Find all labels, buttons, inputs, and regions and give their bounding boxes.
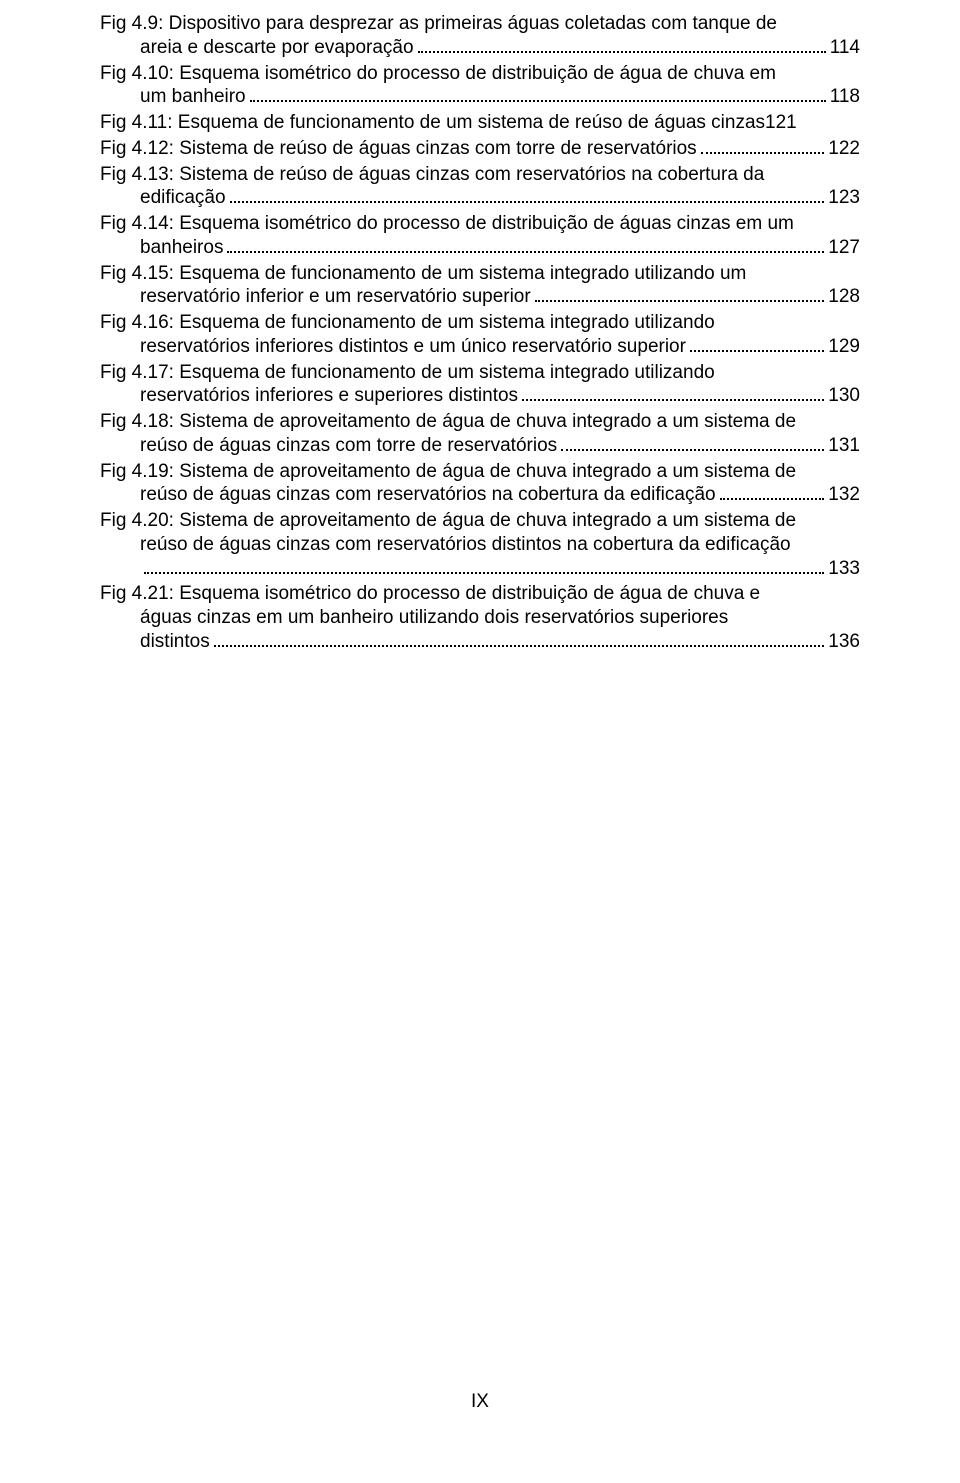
figure-entry-last-line: Fig 4.11: Esquema de funcionamento de um… xyxy=(100,111,860,135)
figure-entry: Fig 4.15: Esquema de funcionamento de um… xyxy=(100,262,860,310)
figure-entry-tail: Fig 4.11: Esquema de funcionamento de um… xyxy=(100,111,765,135)
figure-entry-page: 131 xyxy=(828,434,860,458)
figure-entry-page: 123 xyxy=(828,186,860,210)
figure-entry-last-line: banheiros 127 xyxy=(100,236,860,260)
figure-entry-last-line: edificação 123 xyxy=(100,186,860,210)
figure-entry-page: 127 xyxy=(828,236,860,260)
dot-leader xyxy=(720,485,825,500)
figure-entry: Fig 4.12: Sistema de reúso de águas cinz… xyxy=(100,137,860,161)
dot-leader xyxy=(561,435,824,450)
dot-leader xyxy=(690,336,824,351)
figure-entry-tail: reservatórios inferiores e superiores di… xyxy=(140,384,518,408)
figure-entry-line: Fig 4.16: Esquema de funcionamento de um… xyxy=(100,311,860,335)
list-of-figures: Fig 4.9: Dispositivo para desprezar as p… xyxy=(100,0,860,654)
figure-entry-line: Fig 4.19: Sistema de aproveitamento de á… xyxy=(100,460,860,484)
figure-entry-page: 129 xyxy=(828,335,860,359)
figure-entry-last-line: 133 xyxy=(100,557,860,581)
figure-entry-line: Fig 4.14: Esquema isométrico do processo… xyxy=(100,212,860,236)
figure-entry-line: Fig 4.10: Esquema isométrico do processo… xyxy=(100,62,860,86)
dot-leader xyxy=(144,558,824,573)
figure-entry-last-line: um banheiro 118 xyxy=(100,85,860,109)
dot-leader xyxy=(418,37,826,52)
figure-entry-last-line: reservatórios inferiores distintos e um … xyxy=(100,335,860,359)
dot-leader xyxy=(701,138,825,153)
figure-entry-tail: edificação xyxy=(140,186,226,210)
figure-entry-last-line: distintos 136 xyxy=(100,630,860,654)
figure-entry-line: Fig 4.17: Esquema de funcionamento de um… xyxy=(100,361,860,385)
figure-entry: Fig 4.17: Esquema de funcionamento de um… xyxy=(100,361,860,409)
figure-entry-tail: reservatório inferior e um reservatório … xyxy=(140,285,531,309)
figure-entry: Fig 4.9: Dispositivo para desprezar as p… xyxy=(100,12,860,60)
figure-entry-page: 130 xyxy=(828,384,860,408)
figure-entry-page: 132 xyxy=(828,483,860,507)
figure-entry-page: 122 xyxy=(828,137,860,161)
figure-entry-line: Fig 4.15: Esquema de funcionamento de um… xyxy=(100,262,860,286)
figure-entry-last-line: areia e descarte por evaporação 114 xyxy=(100,36,860,60)
figure-entry-tail: reúso de águas cinzas com torre de reser… xyxy=(140,434,557,458)
figure-entry: Fig 4.13: Sistema de reúso de águas cinz… xyxy=(100,163,860,211)
dot-leader xyxy=(230,188,825,203)
figure-entry: Fig 4.19: Sistema de aproveitamento de á… xyxy=(100,460,860,508)
figure-entry: Fig 4.10: Esquema isométrico do processo… xyxy=(100,62,860,110)
figure-entry-tail: distintos xyxy=(140,630,210,654)
figure-entry-last-line: Fig 4.12: Sistema de reúso de águas cinz… xyxy=(100,137,860,161)
figure-entry-page: 121 xyxy=(765,111,797,135)
figure-entry-last-line: reservatórios inferiores e superiores di… xyxy=(100,384,860,408)
figure-entry-page: 136 xyxy=(828,630,860,654)
figure-entry-line: reúso de águas cinzas com reservatórios … xyxy=(100,533,860,557)
figure-entry-line: Fig 4.9: Dispositivo para desprezar as p… xyxy=(100,12,860,36)
figure-entry: Fig 4.14: Esquema isométrico do processo… xyxy=(100,212,860,260)
figure-entry-page: 133 xyxy=(828,557,860,581)
figure-entry-last-line: reúso de águas cinzas com torre de reser… xyxy=(100,434,860,458)
dot-leader xyxy=(227,237,824,252)
figure-entry-last-line: reúso de águas cinzas com reservatórios … xyxy=(100,483,860,507)
page: Fig 4.9: Dispositivo para desprezar as p… xyxy=(0,0,960,1483)
figure-entry-line: águas cinzas em um banheiro utilizando d… xyxy=(100,606,860,630)
figure-entry: Fig 4.18: Sistema de aproveitamento de á… xyxy=(100,410,860,458)
figure-entry-page: 114 xyxy=(830,36,860,60)
figure-entry: Fig 4.20: Sistema de aproveitamento de á… xyxy=(100,509,860,580)
figure-entry: Fig 4.21: Esquema isométrico do processo… xyxy=(100,582,860,653)
page-number-footer: IX xyxy=(0,1391,960,1413)
figure-entry: Fig 4.16: Esquema de funcionamento de um… xyxy=(100,311,860,359)
figure-entry-line: Fig 4.20: Sistema de aproveitamento de á… xyxy=(100,509,860,533)
dot-leader xyxy=(214,631,825,646)
dot-leader xyxy=(535,287,825,302)
figure-entry-tail: Fig 4.12: Sistema de reúso de águas cinz… xyxy=(100,137,697,161)
figure-entry-line: Fig 4.13: Sistema de reúso de águas cinz… xyxy=(100,163,860,187)
figure-entry-tail: banheiros xyxy=(140,236,223,260)
figure-entry: Fig 4.11: Esquema de funcionamento de um… xyxy=(100,111,860,135)
figure-entry-tail: reúso de águas cinzas com reservatórios … xyxy=(140,483,716,507)
figure-entry-page: 118 xyxy=(830,85,860,109)
dot-leader xyxy=(522,386,824,401)
figure-entry-tail: um banheiro xyxy=(140,85,246,109)
figure-entry-page: 128 xyxy=(828,285,860,309)
figure-entry-tail: reservatórios inferiores distintos e um … xyxy=(140,335,686,359)
figure-entry-tail: areia e descarte por evaporação xyxy=(140,36,414,60)
figure-entry-line: Fig 4.18: Sistema de aproveitamento de á… xyxy=(100,410,860,434)
dot-leader xyxy=(250,87,826,102)
figure-entry-line: Fig 4.21: Esquema isométrico do processo… xyxy=(100,582,860,606)
figure-entry-last-line: reservatório inferior e um reservatório … xyxy=(100,285,860,309)
